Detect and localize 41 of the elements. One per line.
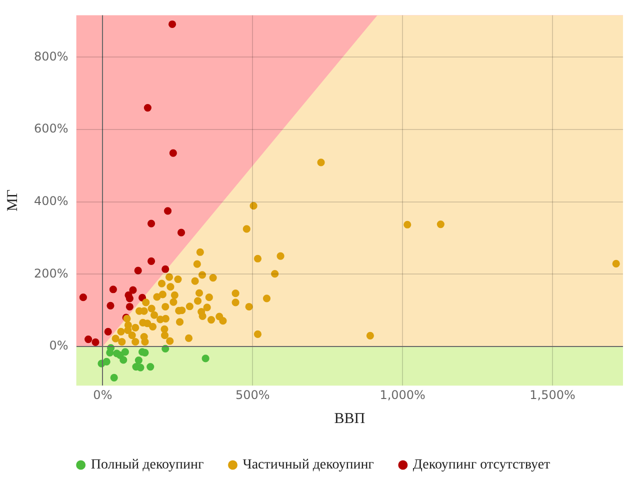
legend-label: Частичный декоупинг (242, 458, 374, 473)
point (110, 374, 118, 382)
point (144, 104, 152, 112)
point (162, 265, 170, 273)
point (126, 294, 134, 302)
point (136, 364, 144, 372)
x-tick-label: 0% (93, 388, 112, 402)
point (146, 362, 154, 371)
point (134, 356, 142, 364)
point (147, 257, 156, 265)
point (106, 348, 114, 356)
point (169, 149, 177, 157)
point (109, 286, 117, 294)
x-tick-label: 1,000% (380, 388, 426, 402)
x-axis-title: ВВП (334, 410, 366, 427)
point (84, 336, 92, 344)
legend-label: Декоупинг отсутствует (412, 458, 550, 473)
point (177, 228, 186, 236)
point (102, 358, 110, 366)
x-tick-label: 1,500% (530, 388, 576, 402)
y-tick-label: 200% (34, 266, 68, 280)
point (104, 328, 112, 336)
point (134, 266, 142, 274)
point (116, 351, 124, 360)
point (202, 354, 210, 362)
point (79, 294, 88, 302)
point (92, 338, 100, 346)
point (129, 286, 137, 294)
point (168, 20, 176, 28)
y-axis-title: МГ (4, 189, 21, 212)
point (147, 220, 156, 228)
point (126, 302, 134, 311)
y-tick-label: 0% (49, 338, 68, 353)
point (164, 207, 172, 215)
x-tick-label: 500% (235, 388, 270, 402)
point (138, 294, 146, 302)
legend-label: Полный декоупинг (90, 458, 204, 473)
point (106, 302, 114, 310)
y-tick-label: 800% (34, 49, 68, 64)
y-tick-label: 400% (34, 194, 68, 208)
y-tick-label: 600% (34, 122, 68, 136)
